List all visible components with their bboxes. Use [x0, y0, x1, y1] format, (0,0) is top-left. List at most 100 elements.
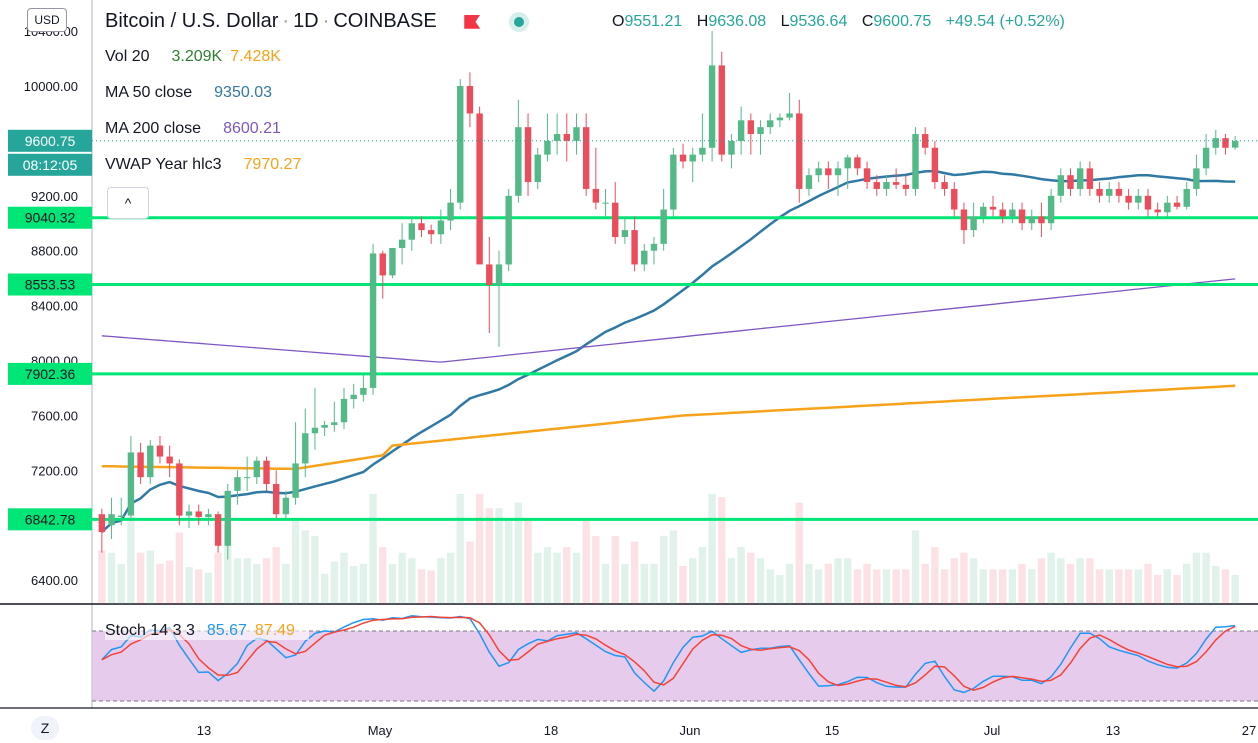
candle	[970, 202, 977, 237]
legend-stoch[interactable]: Stoch 14 3 3 85.67 87.49	[105, 622, 309, 640]
candle-body	[350, 394, 357, 399]
volume-bar	[1173, 574, 1181, 604]
volume-bar	[698, 547, 707, 604]
candle-body	[1202, 147, 1210, 169]
candle-body	[166, 456, 173, 464]
volume-bar	[853, 569, 862, 604]
candle-body	[699, 147, 706, 155]
time-tick-label: May	[368, 723, 393, 738]
candle-body	[369, 253, 377, 388]
volume-bar	[630, 541, 639, 604]
candle	[243, 456, 251, 491]
candle	[108, 497, 115, 539]
flag-icon[interactable]	[464, 14, 481, 29]
volume-bar	[563, 547, 571, 604]
candle-body	[747, 120, 755, 135]
candle	[147, 440, 154, 485]
candle	[1144, 188, 1152, 217]
volume-bar	[243, 558, 251, 604]
candle	[437, 209, 445, 244]
candle-body	[892, 182, 900, 185]
volume-bar	[1221, 569, 1230, 604]
volume-bar	[1095, 569, 1104, 604]
candle-body	[127, 452, 135, 516]
candle	[1038, 202, 1045, 237]
candle	[476, 106, 483, 265]
volume-bar	[127, 517, 135, 604]
collapse-legend-button[interactable]: ^	[107, 187, 149, 219]
candle-body	[825, 168, 832, 176]
volume-bar	[534, 552, 542, 604]
candle	[689, 147, 696, 183]
legend-vwap[interactable]: VWAP Year hlc3 7970.27	[105, 156, 302, 173]
candle	[844, 154, 851, 189]
volume-bar	[766, 569, 774, 604]
candle-body	[544, 140, 551, 155]
candle	[660, 188, 667, 251]
candle-body	[592, 188, 600, 203]
candle	[582, 113, 590, 196]
candle	[592, 147, 600, 210]
candle	[1202, 134, 1210, 176]
candle	[1028, 209, 1035, 231]
legend-ma200[interactable]: MA 200 close 8600.21	[105, 120, 281, 137]
time-tick-label: Jun	[680, 723, 701, 738]
candle-body	[1222, 138, 1229, 148]
volume-bar	[1231, 574, 1239, 604]
candle	[137, 442, 144, 485]
candle-body	[670, 154, 677, 210]
candle	[1076, 161, 1084, 196]
candle	[960, 202, 968, 244]
volume-bar	[776, 574, 784, 604]
exchange-label: COINBASE	[333, 10, 437, 32]
price-tick-label: 7600.00	[31, 408, 78, 423]
last-price-badge: 9600.75	[25, 133, 76, 149]
candle	[941, 175, 948, 196]
volume-bar	[572, 552, 581, 604]
currency-button[interactable]: USD	[27, 8, 67, 32]
candle	[350, 383, 357, 409]
volume-bar	[253, 563, 261, 604]
ohlc-readout: O9551.21 H9636.08 L9536.64 C9600.75 +49.…	[612, 13, 1065, 30]
stoch-d-line	[101, 615, 1236, 691]
candle	[612, 182, 619, 244]
candle	[1047, 188, 1055, 231]
volume-bar	[446, 552, 455, 604]
candle	[156, 435, 164, 464]
stoch-band	[92, 631, 1258, 701]
volume-bar	[979, 569, 987, 604]
volume-bar	[727, 558, 736, 604]
candle-body	[815, 168, 822, 176]
candle	[195, 504, 202, 526]
candle-body	[437, 220, 445, 235]
candle-body	[1096, 188, 1103, 196]
candle	[466, 72, 474, 128]
candle	[360, 374, 367, 402]
candle-body	[931, 147, 939, 183]
volume-bar	[262, 558, 271, 604]
volume-bar	[814, 569, 823, 604]
candle	[631, 216, 638, 272]
candle-body	[243, 477, 251, 479]
candle-body	[205, 514, 212, 517]
candle-body	[941, 182, 948, 189]
candle-body	[1135, 195, 1142, 203]
candle	[796, 99, 803, 203]
price-tick-label: 6400.00	[31, 573, 78, 588]
candle-body	[360, 387, 367, 395]
candle-body	[844, 157, 851, 169]
volume-bar	[756, 558, 765, 604]
candle-body	[631, 230, 638, 265]
volume-bar	[650, 563, 658, 604]
volume-bar	[359, 563, 368, 604]
candle	[931, 140, 939, 189]
volume-bar	[747, 552, 755, 604]
zoom-button[interactable]: Z	[31, 716, 59, 740]
candle	[1193, 154, 1200, 196]
volume-bar	[340, 552, 348, 604]
legend-ma50[interactable]: MA 50 close 9350.03	[105, 84, 272, 101]
candle-body	[757, 127, 764, 135]
volume-bar	[1144, 563, 1152, 604]
legend-vol[interactable]: Vol 20 3.209K 7.428K	[105, 48, 281, 65]
